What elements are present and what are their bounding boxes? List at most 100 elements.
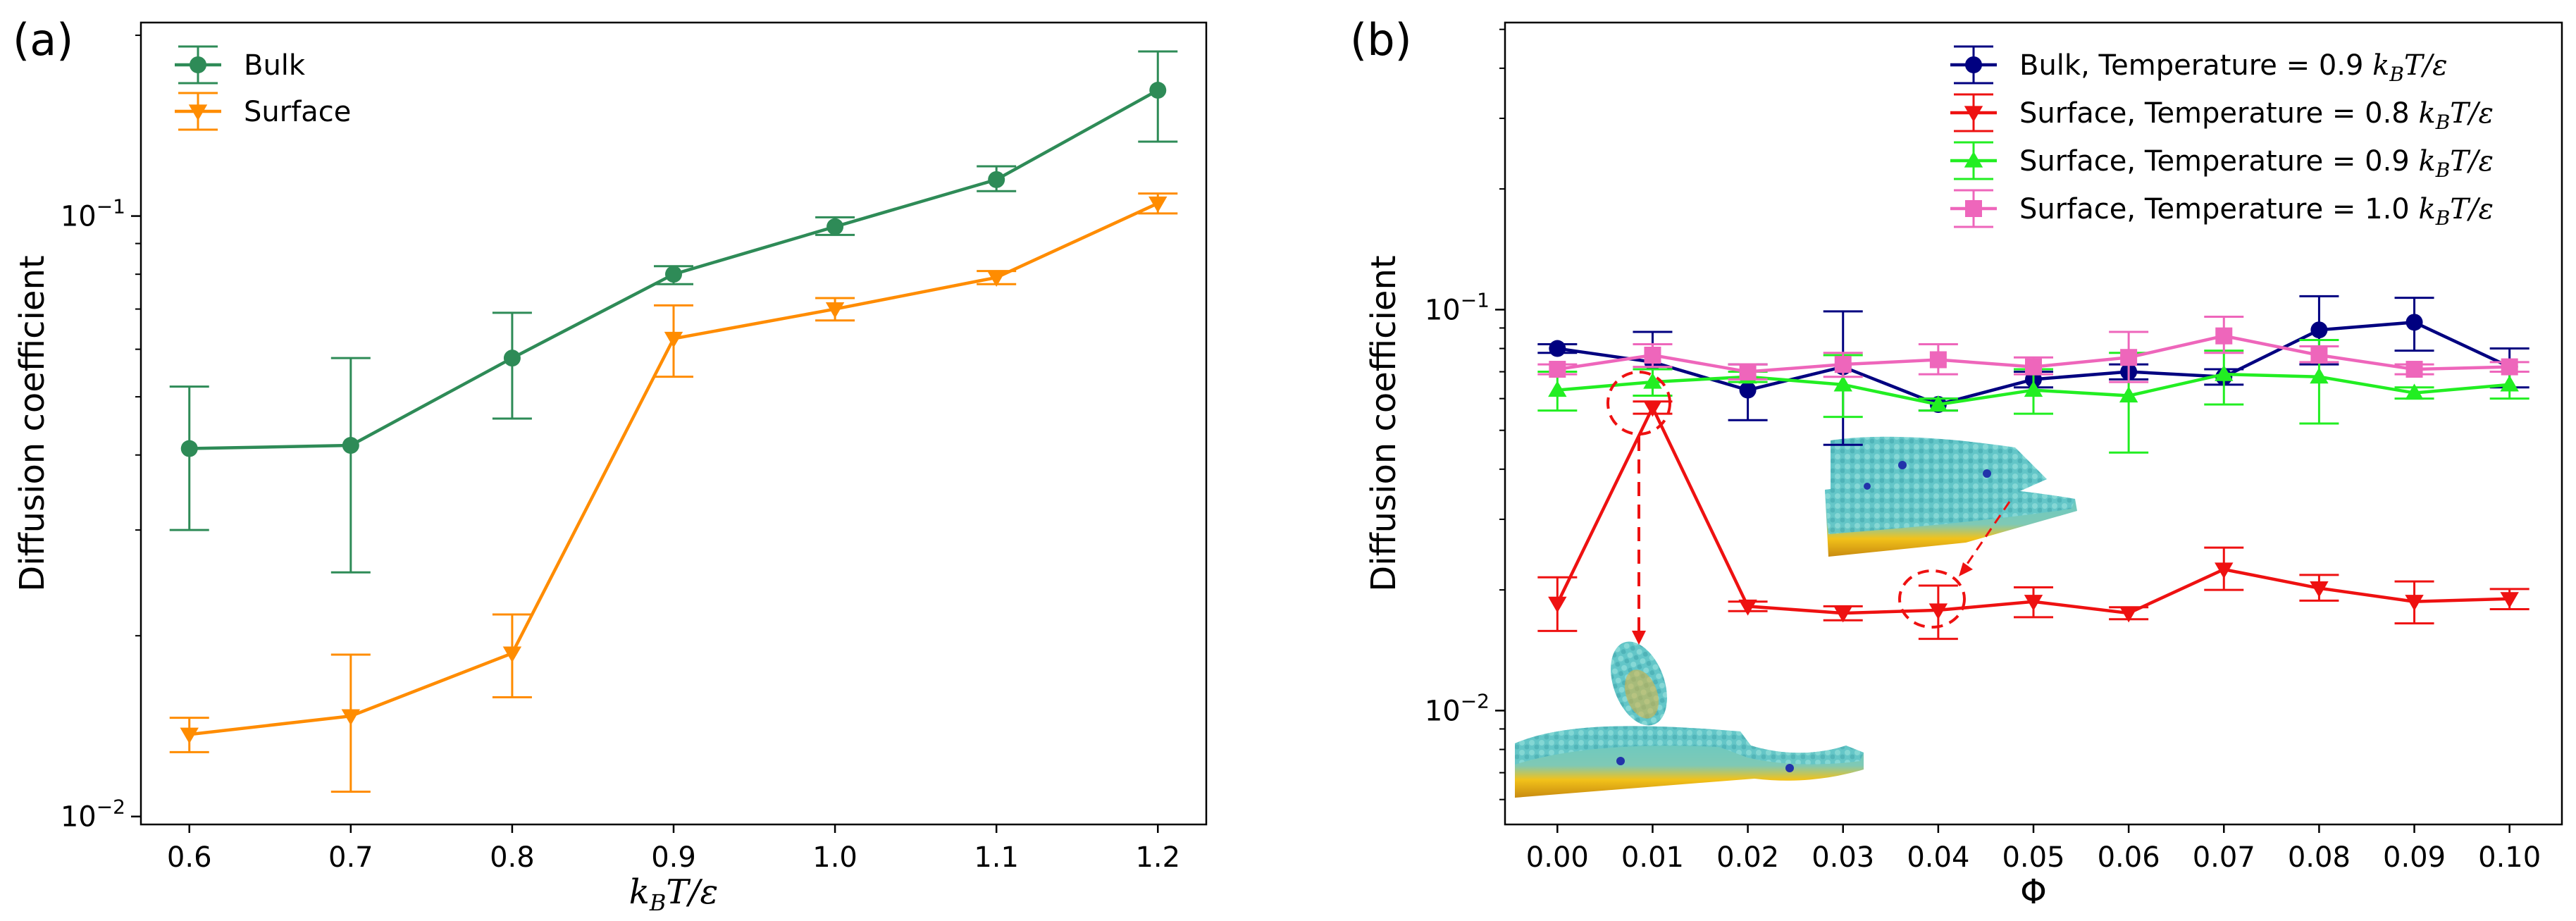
panel-a-label: (a) <box>13 14 73 66</box>
annotations <box>1606 371 2011 645</box>
panel-b-legend-label: Surface, Temperature = 0.9 kBT/ε <box>2019 145 2494 182</box>
panel-a-xtick-label: 0.7 <box>328 841 373 874</box>
panel-a-series-1 <box>169 192 1178 793</box>
panel-a-data-point <box>664 331 683 348</box>
panel-b-data-point <box>1834 356 1852 373</box>
panel-b-xtick-label: 0.03 <box>1812 841 1874 874</box>
annotation-arrowhead-phi-0.04 <box>1959 562 1973 576</box>
panel-a-data-point <box>1148 196 1168 213</box>
panel-b-data-point <box>1929 351 1947 369</box>
panel-b-data-point <box>1643 372 1662 389</box>
panel-a-data-point <box>502 646 522 663</box>
panel-b-xlabel: Φ <box>2020 872 2047 912</box>
panel-a-data-point <box>341 709 361 726</box>
panel-a-ytick-label: 10−2 <box>61 796 125 834</box>
panel-b-legend-marker <box>1965 56 1982 73</box>
panel-b-data-point <box>2405 383 2424 400</box>
panel-b-ylabel: Diffusion coefficient <box>1364 255 1404 591</box>
panel-b-legend-label: Surface, Temperature = 1.0 kBT/ε <box>2019 193 2494 230</box>
panel-b-data-point <box>1739 363 1757 381</box>
panel-b-data-point <box>2215 364 2234 381</box>
panel-b-series-1 <box>1537 400 2529 641</box>
panel-a-legend-label: Surface <box>244 96 351 128</box>
panel-b-xtick-label: 0.08 <box>2288 841 2351 874</box>
panel-b-data-point <box>2024 381 2043 397</box>
panel-a-xtick-label: 0.6 <box>167 841 212 874</box>
panel-b-legend-marker <box>1964 151 1983 168</box>
panel-b-data-point <box>1833 606 1852 623</box>
panel-b-data-point <box>2501 358 2518 376</box>
panel-a-xlabel-sub: B <box>649 889 667 916</box>
panel-b-xtick-label: 0.07 <box>2193 841 2255 874</box>
panel-a-legend-entry-0: Bulk <box>175 45 306 85</box>
panel-b-data-point <box>1738 599 1757 616</box>
panel-b-data-point <box>2310 346 2328 364</box>
panel-b-legend-label: Surface, Temperature = 0.8 kBT/ε <box>2019 97 2494 134</box>
panel-b-xtick-label: 0.06 <box>2098 841 2160 874</box>
panel-a-legend-marker <box>188 104 208 121</box>
panel-a-series-0 <box>169 50 1178 574</box>
panel-a-legend-marker <box>190 56 206 73</box>
panel-b-series-2 <box>1537 338 2529 454</box>
panel-a-ytick-label: 10−1 <box>61 195 125 233</box>
panel-a-xlabel-rest: T/ε <box>666 872 718 912</box>
panel-a-data-point <box>180 440 198 457</box>
annotation-arrow-phi-0.04 <box>1963 501 2011 569</box>
panel-a-data-point <box>825 302 845 319</box>
panel-a-legend-label: Bulk <box>244 49 306 82</box>
panel-b-data-point <box>2405 595 2424 611</box>
panel-b-data-point <box>1549 340 1566 357</box>
panel-b-data-point <box>1549 361 1566 378</box>
panel-b-data-point <box>1928 603 1948 620</box>
panel-b-legend-entry-0: Bulk, Temperature = 0.9 kBT/ε <box>1950 45 2448 86</box>
panel-b-data-point <box>1928 395 1948 412</box>
panel-a-frame <box>140 21 1208 826</box>
panel-b: (b) 0.00 0.01 0.02 0.03 0.04 0.05 0.06 0.07 0.08… <box>1350 14 2563 912</box>
panel-a-xtick-label: 1.2 <box>1135 841 1180 874</box>
panel-a-plot-area: 0.6 0.7 0.8 0.9 1.0 1.1 1.2 10−1 10−2 <box>61 35 1180 874</box>
annotation-arrowhead-phi-0.01 <box>1632 631 1646 645</box>
panel-b-xtick-label: 0.10 <box>2478 841 2541 874</box>
panel-b-legend-marker <box>1964 106 1983 123</box>
panel-b-data-point <box>2310 367 2329 384</box>
panel-b-data-point <box>2119 386 2138 403</box>
panel-b-data-point <box>1644 346 1661 364</box>
panel-b-legend: Bulk, Temperature = 0.9 kBT/ε Surface, Te… <box>1950 45 2494 230</box>
panel-b-ytick-label: 10−1 <box>1425 288 1490 326</box>
panel-b-legend-entry-1: Surface, Temperature = 0.8 kBT/ε <box>1950 93 2494 134</box>
panel-b-data-point <box>1739 381 1757 399</box>
panel-b-data-point <box>1548 381 1567 397</box>
panel-a-data-point <box>342 437 359 455</box>
panel-b-data-point <box>2120 349 2138 366</box>
panel-b-data-point <box>2310 321 2328 339</box>
panel-b-data-point <box>2500 375 2519 392</box>
panel-a-data-point <box>988 171 1005 188</box>
panel-b-data-point <box>2215 327 2233 345</box>
panel-b-data-point <box>2500 592 2519 608</box>
panel-b-frame <box>1504 21 2563 826</box>
panel-b-data-point <box>2215 562 2234 579</box>
panel-a-xlabel-k: k <box>629 872 650 912</box>
panel-b-legend-entry-2: Surface, Temperature = 0.9 kBT/ε <box>1950 141 2494 182</box>
panel-a-data-point <box>665 266 682 283</box>
panel-b-data-point <box>2310 581 2329 598</box>
annotation-circle-phi-0.01 <box>1606 371 1671 435</box>
panel-b-label: (b) <box>1350 14 1412 66</box>
panel-b-legend-entry-3: Surface, Temperature = 1.0 kBT/ε <box>1950 189 2494 230</box>
panel-b-data-point <box>2025 358 2042 376</box>
panel-b-xtick-label: 0.05 <box>2002 841 2064 874</box>
panel-a-xtick-label: 1.0 <box>812 841 857 874</box>
inset-cluster-picture <box>1611 641 1667 726</box>
panel-a-xlabel: kBT/ε <box>629 872 719 916</box>
panel-b-xtick-label: 0.01 <box>1621 841 1684 874</box>
panel-a-data-point <box>1149 82 1167 99</box>
panel-b-series-3 <box>1537 315 2529 383</box>
panel-a-data-point <box>503 350 521 367</box>
panel-b-data-point <box>1833 375 1852 392</box>
panel-a-xtick-label: 0.9 <box>651 841 696 874</box>
panel-b-data-point <box>1548 596 1567 613</box>
panel-a-xtick-label: 0.8 <box>490 841 535 874</box>
panel-a-data-point <box>180 727 199 744</box>
panel-a-legend: Bulk Surface <box>175 45 351 131</box>
panel-b-xtick-label: 0.04 <box>1907 841 1969 874</box>
